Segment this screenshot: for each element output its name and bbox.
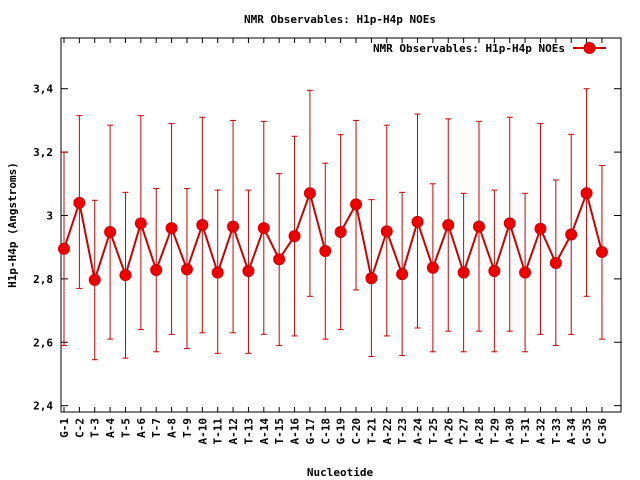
series-line-segment <box>339 189 603 283</box>
data-point <box>442 219 455 231</box>
data-point <box>565 228 578 241</box>
x-tick-label: A-14 <box>258 418 271 445</box>
data-point <box>196 219 209 231</box>
x-tick-label: T-11 <box>212 418 225 445</box>
y-tick-label: 3,4 <box>33 83 53 96</box>
y-axis-label: H1p-H4p (Angstroms) <box>6 162 19 288</box>
data-point <box>257 222 270 235</box>
y-axis: 2,4 2,6 2,8 3 3,2 3,4 <box>33 83 621 413</box>
data-point <box>288 230 301 243</box>
data-point <box>104 225 117 238</box>
data-point <box>319 244 332 257</box>
data-point <box>519 266 532 279</box>
x-tick-label: A-8 <box>166 418 179 438</box>
x-tick-label: C-18 <box>319 418 332 445</box>
series-line-segment <box>63 189 327 284</box>
x-tick-label: T-9 <box>181 418 194 438</box>
data-point <box>534 222 547 235</box>
data-point <box>334 225 347 238</box>
x-tick-label: T-7 <box>150 418 163 438</box>
x-tick-label: A-10 <box>196 418 209 445</box>
y-tick-label: 2,4 <box>33 400 53 413</box>
x-tick-label: A-26 <box>442 418 455 445</box>
data-point <box>73 196 86 209</box>
series-lines <box>63 189 603 284</box>
x-axis: G-1 C-2 T-3 A-4 T-5 A-6 T-7 A-8 T-9 A-10 T-11 A-12 T… <box>58 38 609 445</box>
x-tick-label: T-31 <box>519 418 532 445</box>
data-point <box>457 266 470 279</box>
data-point <box>549 257 562 270</box>
data-point <box>503 217 516 230</box>
x-tick-label: C-20 <box>350 418 363 445</box>
data-point <box>350 198 363 211</box>
data-point <box>303 187 316 200</box>
chart-title: NMR Observables: H1p-H4p NOEs <box>244 13 436 26</box>
data-point <box>396 268 409 281</box>
x-tick-label: T-29 <box>488 418 501 445</box>
data-point <box>134 217 147 230</box>
x-axis-label: Nucleotide <box>307 466 374 479</box>
x-tick-label: A-30 <box>504 418 517 445</box>
data-point <box>365 272 378 285</box>
x-tick-label: A-28 <box>473 418 486 445</box>
data-point <box>273 253 286 266</box>
x-tick-label: G-17 <box>304 418 317 445</box>
data-point <box>180 263 193 276</box>
data-point <box>165 222 178 235</box>
x-tick-label: A-34 <box>565 418 578 445</box>
data-point <box>580 187 593 200</box>
x-tick-label: A-4 <box>104 418 117 438</box>
x-tick-label: A-22 <box>381 418 394 445</box>
x-tick-label: A-32 <box>534 418 547 445</box>
x-tick-label: T-25 <box>427 418 440 445</box>
x-tick-label: A-24 <box>412 418 425 445</box>
data-point <box>88 273 101 286</box>
x-tick-label: A-12 <box>227 418 240 445</box>
y-tick-label: 3,2 <box>33 146 53 159</box>
y-tick-label: 2,8 <box>33 273 53 286</box>
data-point <box>150 264 163 277</box>
data-point <box>58 242 70 255</box>
data-point <box>426 261 439 274</box>
data-point <box>242 264 255 277</box>
x-tick-label: G-19 <box>335 418 348 445</box>
data-points <box>58 187 608 286</box>
x-tick-label: T-3 <box>89 418 102 438</box>
legend: NMR Observables: H1p-H4p NOEs <box>373 42 606 55</box>
data-point <box>380 225 393 238</box>
x-tick-label: T-33 <box>550 418 563 445</box>
y-tick-label: 3 <box>46 209 53 222</box>
data-point <box>227 220 240 233</box>
x-tick-label: G-35 <box>581 418 594 445</box>
x-tick-label: A-16 <box>289 418 302 445</box>
data-point <box>411 215 424 228</box>
x-tick-label: T-23 <box>396 418 409 445</box>
data-point <box>211 266 224 279</box>
x-tick-label: T-15 <box>273 418 286 445</box>
data-point <box>472 220 485 233</box>
x-tick-label: T-21 <box>365 418 378 445</box>
x-tick-label: T-13 <box>242 418 255 445</box>
x-tick-label: T-5 <box>119 418 132 438</box>
x-tick-label: C-36 <box>596 418 609 445</box>
x-tick-label: G-1 <box>58 418 71 438</box>
x-tick-label: A-6 <box>135 418 148 438</box>
x-tick-label: T-27 <box>458 418 471 445</box>
y-tick-label: 2,6 <box>33 336 53 349</box>
data-point <box>488 264 501 277</box>
data-point <box>119 269 132 282</box>
data-point <box>595 245 608 258</box>
legend-marker <box>583 42 596 54</box>
legend-label: NMR Observables: H1p-H4p NOEs <box>373 42 565 55</box>
x-tick-label: C-2 <box>73 418 86 438</box>
